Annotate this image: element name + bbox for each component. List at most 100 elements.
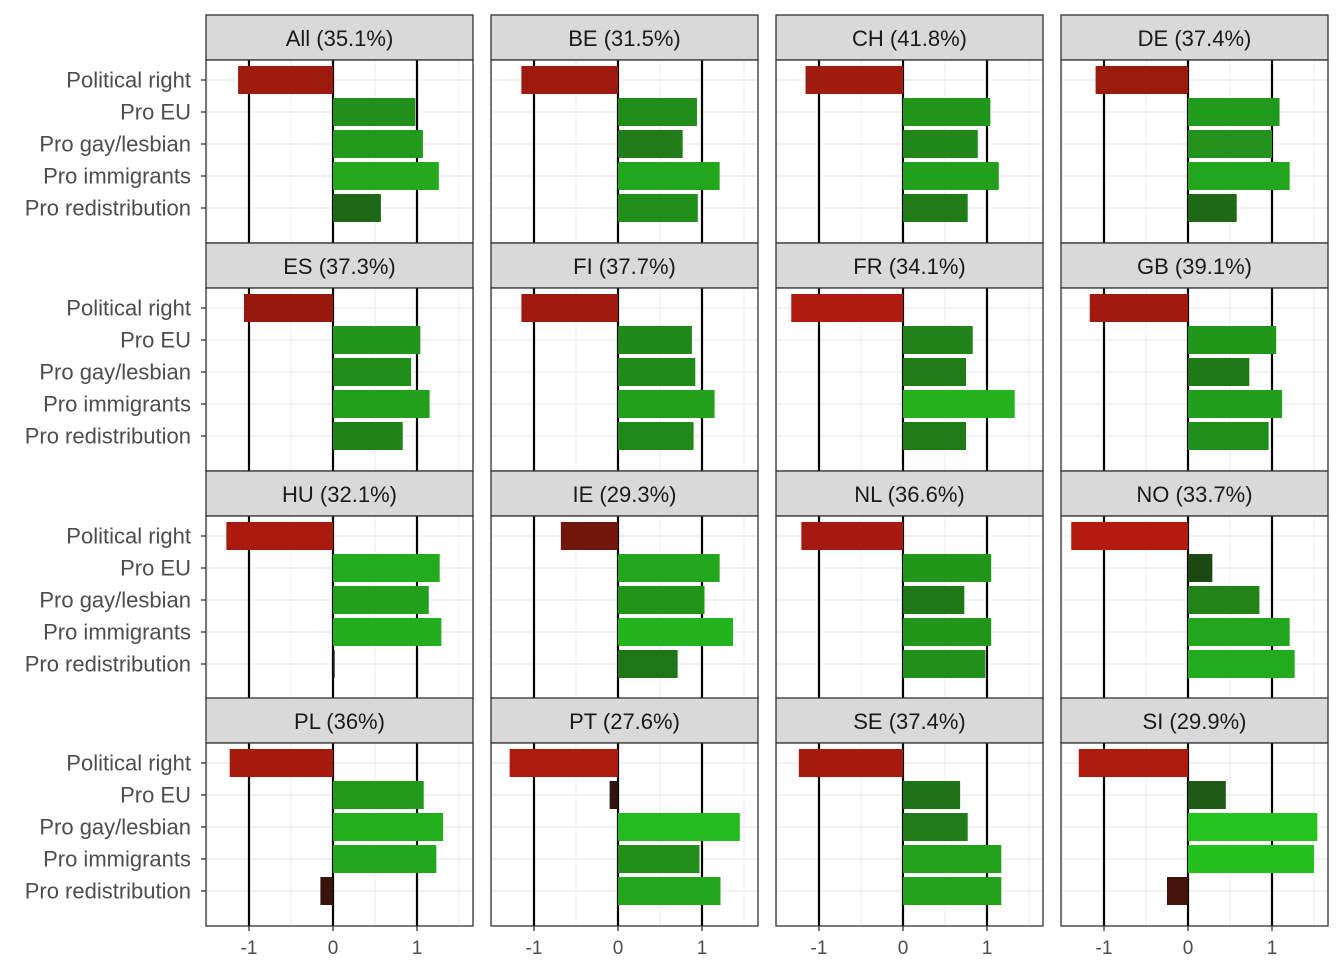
bar-pro-redistribution	[618, 877, 721, 905]
bar-political-right	[1095, 66, 1188, 94]
x-tick-label: 0	[328, 938, 339, 959]
category-label-pro-redistribution: Pro redistribution	[25, 879, 191, 904]
category-label-pro-redistribution: Pro redistribution	[25, 424, 191, 449]
bar-pro-eu	[903, 554, 992, 582]
category-label-pro-immigrants: Pro immigrants	[43, 620, 191, 645]
bar-political-right	[238, 66, 333, 94]
panel-ch-41-8: CH (41.8%)	[775, 14, 1044, 244]
panel-title: IE (29.3%)	[573, 482, 677, 507]
panel-title: PL (36%)	[294, 709, 385, 734]
panel-gb-39-1: GB (39.1%)	[1060, 242, 1329, 472]
category-label-pro-eu: Pro EU	[120, 100, 191, 125]
bar-pro-immigrants	[903, 162, 999, 190]
panel-title: FI (37.7%)	[573, 254, 676, 279]
x-tick-label: 0	[1183, 938, 1194, 959]
bar-pro-gay-lesbian	[1188, 586, 1260, 614]
panel-nl-36-6: NL (36.6%)	[775, 470, 1044, 700]
bar-pro-redistribution	[903, 877, 1002, 905]
category-label-political-right: Political right	[66, 68, 191, 93]
bar-pro-gay-lesbian	[333, 586, 429, 614]
bar-pro-gay-lesbian	[333, 358, 412, 386]
bar-pro-immigrants	[1188, 618, 1290, 646]
category-label-pro-eu: Pro EU	[120, 556, 191, 581]
panel-strip	[775, 697, 1044, 744]
bar-pro-redistribution	[1167, 877, 1188, 905]
panel-pt-27-6: PT (27.6%) -1 0 1	[490, 697, 759, 959]
category-label-pro-redistribution: Pro redistribution	[25, 196, 191, 221]
category-label-pro-redistribution: Pro redistribution	[25, 652, 191, 677]
bar-pro-immigrants	[333, 162, 439, 190]
panel-pl-36: PL (36%) Political right Pro EU Pro gay/les…	[25, 697, 474, 959]
bar-pro-immigrants	[903, 845, 1002, 873]
bar-pro-gay-lesbian	[333, 813, 444, 841]
bar-pro-gay-lesbian	[903, 358, 966, 386]
bar-political-right	[801, 522, 903, 550]
bar-pro-eu	[333, 781, 424, 809]
bar-political-right	[791, 294, 903, 322]
bar-pro-redistribution	[903, 422, 966, 450]
bar-political-right	[560, 522, 618, 550]
panel-title: All (35.1%)	[286, 26, 394, 51]
x-tick-label: 1	[697, 938, 708, 959]
bar-pro-immigrants	[903, 390, 1015, 418]
panel-be-31-5: BE (31.5%)	[490, 14, 759, 244]
bar-pro-immigrants	[618, 390, 715, 418]
bar-political-right	[243, 294, 333, 322]
bar-pro-eu	[1188, 781, 1226, 809]
bar-pro-redistribution	[618, 650, 678, 678]
bar-pro-gay-lesbian	[903, 586, 965, 614]
category-label-pro-eu: Pro EU	[120, 328, 191, 353]
bar-political-right	[521, 294, 618, 322]
bar-pro-eu	[903, 326, 973, 354]
bar-pro-gay-lesbian	[333, 130, 423, 158]
panel-title: PT (27.6%)	[569, 709, 680, 734]
bar-political-right	[1089, 294, 1188, 322]
bar-pro-immigrants	[333, 845, 437, 873]
panel-si-29-9: SI (29.9%) -1 0 1	[1060, 697, 1329, 959]
panel-title: BE (31.5%)	[568, 26, 681, 51]
bar-pro-redistribution	[333, 194, 381, 222]
bar-political-right	[798, 749, 903, 777]
category-label-pro-gay-lesbian: Pro gay/lesbian	[39, 360, 191, 385]
panel-strip	[205, 470, 474, 517]
bar-pro-gay-lesbian	[618, 813, 740, 841]
category-label-pro-eu: Pro EU	[120, 783, 191, 808]
panel-all-35-1: All (35.1%) Political right Pro EU Pro gay/…	[25, 14, 474, 244]
panel-title: NO (33.7%)	[1136, 482, 1252, 507]
bar-pro-redistribution	[1188, 422, 1269, 450]
panel-title: HU (32.1%)	[282, 482, 397, 507]
bar-pro-immigrants	[1188, 162, 1290, 190]
bar-pro-gay-lesbian	[903, 130, 978, 158]
panel-hu-32-1: HU (32.1%) Political right Pro EU Pro gay/l…	[25, 470, 474, 700]
panel-es-37-3: ES (37.3%) Political right Pro EU Pro gay/l…	[25, 242, 474, 472]
panel-strip	[205, 14, 474, 61]
x-tick-label: 0	[613, 938, 624, 959]
panel-title: CH (41.8%)	[852, 26, 967, 51]
bar-pro-gay-lesbian	[618, 358, 696, 386]
bar-pro-eu	[609, 781, 618, 809]
bar-pro-gay-lesbian	[1188, 813, 1318, 841]
category-label-political-right: Political right	[66, 751, 191, 776]
x-tick-label: 0	[898, 938, 909, 959]
bar-pro-redistribution	[903, 650, 986, 678]
bar-pro-eu	[618, 98, 697, 126]
panel-title: GB (39.1%)	[1137, 254, 1252, 279]
category-label-pro-immigrants: Pro immigrants	[43, 392, 191, 417]
category-label-pro-immigrants: Pro immigrants	[43, 164, 191, 189]
bar-political-right	[805, 66, 903, 94]
bar-pro-gay-lesbian	[1188, 130, 1272, 158]
panel-strip	[490, 14, 759, 61]
bar-pro-redistribution	[1188, 650, 1295, 678]
panel-border	[490, 742, 759, 927]
bar-pro-gay-lesbian	[903, 813, 968, 841]
bar-pro-gay-lesbian	[618, 586, 705, 614]
category-label-political-right: Political right	[66, 296, 191, 321]
bar-pro-gay-lesbian	[618, 130, 683, 158]
bar-pro-immigrants	[618, 845, 700, 873]
category-label-pro-gay-lesbian: Pro gay/lesbian	[39, 132, 191, 157]
x-tick-label: -1	[811, 938, 828, 959]
x-tick-label: 1	[982, 938, 993, 959]
category-label-pro-gay-lesbian: Pro gay/lesbian	[39, 588, 191, 613]
bar-pro-eu	[618, 554, 720, 582]
